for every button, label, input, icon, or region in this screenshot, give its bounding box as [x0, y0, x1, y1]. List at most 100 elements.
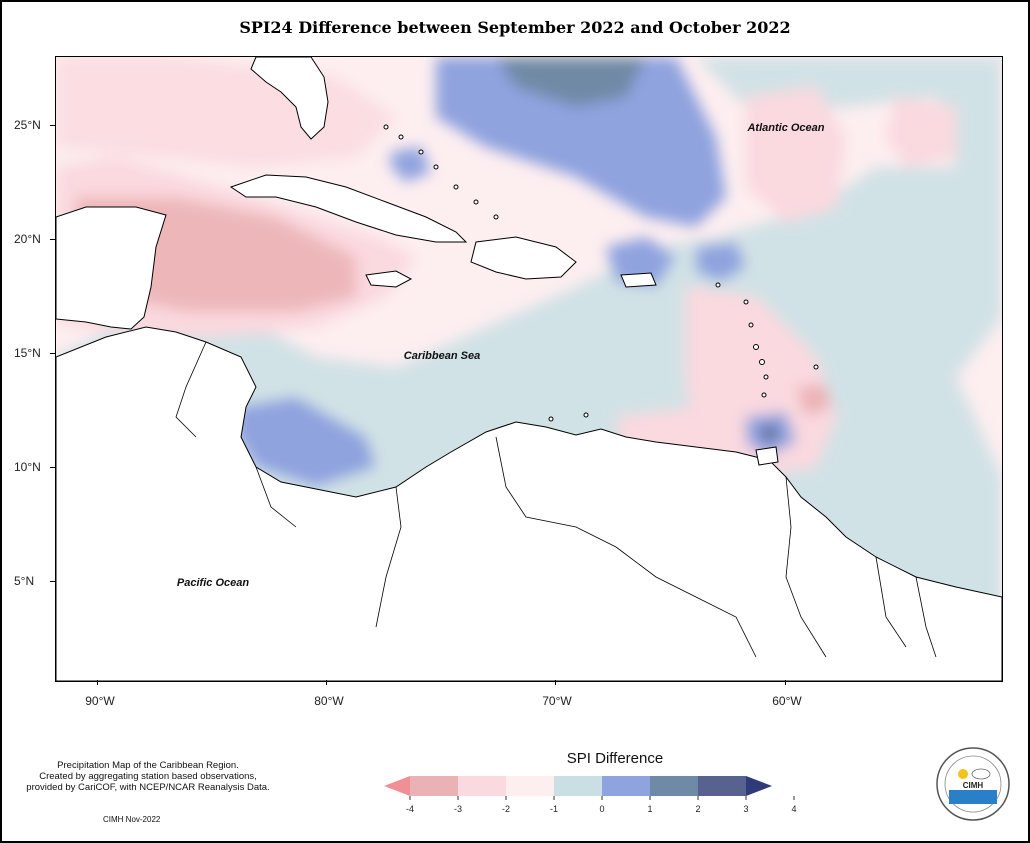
lon-tick [97, 680, 98, 685]
lat-label-5n: 5°N [14, 574, 35, 588]
small-islands [383, 124, 819, 422]
island [583, 412, 589, 418]
caribbean-sea-label: Caribbean Sea [404, 350, 480, 362]
lon-label-90w: 90°W [85, 694, 115, 708]
lon-label-60w: 60°W [772, 694, 802, 708]
legend-tick-label: -1 [550, 804, 558, 814]
island [453, 184, 459, 190]
land-hispaniola [470, 236, 577, 280]
legend-swatch [554, 776, 602, 796]
island [383, 124, 389, 130]
lat-label-20n: 20°N [14, 232, 41, 246]
land-florida [250, 57, 329, 140]
legend-tick-label: 2 [695, 804, 700, 814]
island [748, 322, 754, 328]
credit-text: CIMH Nov-2022 [103, 815, 161, 824]
border [495, 436, 617, 548]
contour-2-to-3-atlantic [496, 57, 646, 107]
island [433, 164, 439, 170]
land-yucatan [56, 206, 167, 330]
island [418, 149, 424, 155]
legend-swatch [602, 776, 650, 796]
island [715, 282, 721, 288]
legend-tick-label: -4 [406, 804, 414, 814]
lat-tick [50, 239, 55, 240]
cloud-icon [971, 768, 991, 780]
border [875, 556, 907, 648]
contour-1-to-2-nicaragua [236, 397, 376, 487]
island [548, 416, 554, 422]
pacific-ocean-label: Pacific Ocean [177, 577, 249, 589]
legend-tick-label: -3 [454, 804, 462, 814]
map-title: SPI24 Difference between September 2022 … [239, 18, 791, 37]
lat-label-25n: 25°N [14, 118, 41, 132]
lon-tick [785, 680, 786, 685]
lon-label-80w: 80°W [314, 694, 344, 708]
border [915, 576, 937, 658]
legend-tick-label: 4 [791, 804, 796, 814]
land-central-south-america [56, 326, 1002, 681]
legend-swatch [410, 776, 458, 796]
lat-label-15n: 15°N [14, 346, 41, 360]
island [398, 134, 404, 140]
legend-tick-label: 1 [647, 804, 652, 814]
lon-tick [326, 680, 327, 685]
atlantic-ocean-label: Atlantic Ocean [746, 122, 824, 134]
lon-tick [555, 680, 556, 685]
legend-tick-label: -2 [502, 804, 510, 814]
border [615, 546, 757, 658]
contour-1-to-2-leeward [696, 242, 746, 282]
land-masses [56, 57, 1002, 681]
island [763, 374, 769, 380]
legend-arrow-right [746, 776, 772, 796]
lon-label-70w: 70°W [542, 694, 572, 708]
legend-title: SPI Difference [566, 750, 664, 767]
land-jamaica [365, 270, 413, 288]
legend-colorbar: -4 -3 -2 -1 0 1 2 3 4 [384, 776, 797, 814]
legend-tick-label: 3 [743, 804, 748, 814]
land-trinidad [755, 446, 779, 466]
legend-tick-label: 0 [599, 804, 604, 814]
legend-swatch [650, 776, 698, 796]
contour-minus2-barbados [796, 385, 831, 417]
legend-arrow-left [384, 776, 410, 796]
contour-3-to-4-trinidad [761, 425, 778, 442]
border [255, 466, 297, 528]
sun-icon [958, 769, 968, 779]
lat-label-10n: 10°N [14, 460, 41, 474]
contour-1-to-2-atlantic [436, 57, 726, 227]
spi-difference-map: Atlantic Ocean Caribbean Sea Pacific Oce… [56, 57, 1002, 681]
note-line: Precipitation Map of the Caribbean Regio… [57, 760, 239, 771]
island [813, 364, 819, 370]
wave-icon [949, 790, 997, 804]
island [493, 214, 499, 220]
cimh-logo: CIMH [936, 747, 1010, 821]
legend-swatch [506, 776, 554, 796]
island [761, 392, 767, 398]
border [175, 341, 207, 438]
note-line: provided by CariCOF, with NCEP/NCAR Rean… [26, 782, 270, 793]
island [759, 359, 765, 365]
land-puerto-rico [620, 272, 657, 288]
legend-swatch [698, 776, 746, 796]
legend-swatch [458, 776, 506, 796]
lat-tick [50, 467, 55, 468]
contour-minus1-atlantic [746, 87, 846, 222]
island [473, 199, 479, 205]
lat-tick [50, 125, 55, 126]
border [375, 486, 402, 628]
lat-tick [50, 581, 55, 582]
island [743, 299, 749, 305]
lat-tick [50, 353, 55, 354]
note-line: Created by aggregating station based obs… [39, 771, 257, 782]
logo-text: CIMH [963, 781, 984, 790]
map-notes: Precipitation Map of the Caribbean Regio… [8, 760, 288, 793]
border [785, 476, 827, 658]
country-borders [175, 341, 937, 658]
island [753, 344, 759, 350]
map-panel: Atlantic Ocean Caribbean Sea Pacific Oce… [55, 56, 1003, 682]
contour-1-to-2-bahamas [391, 147, 431, 182]
land-cuba [229, 174, 468, 243]
contour-minus1-ne [886, 97, 956, 167]
